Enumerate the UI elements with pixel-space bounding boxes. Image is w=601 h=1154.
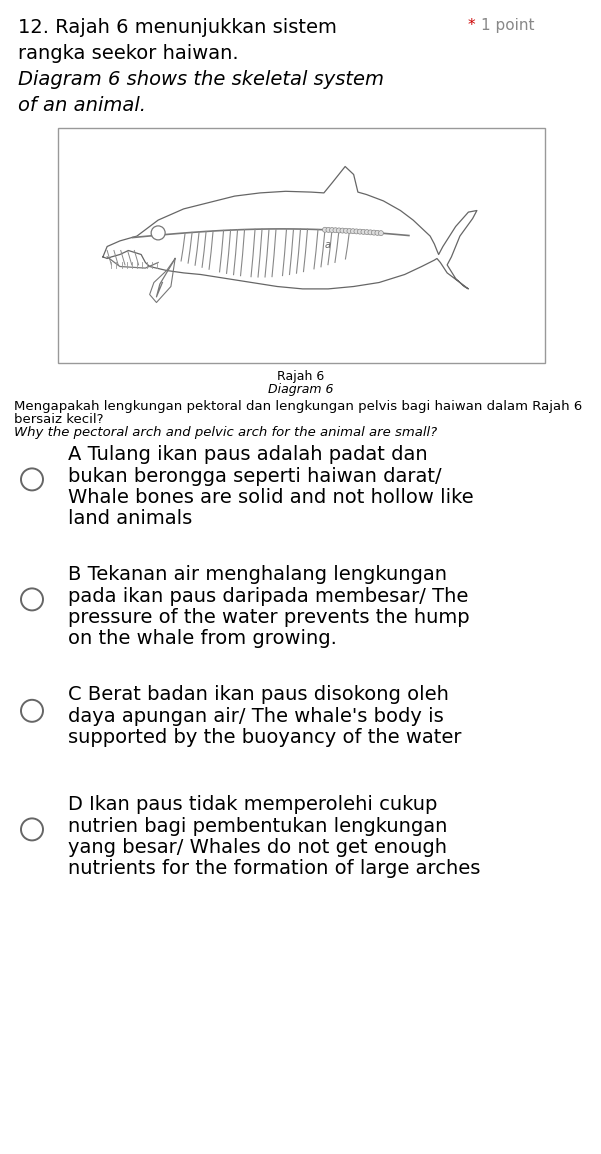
Circle shape — [21, 469, 43, 490]
Circle shape — [151, 226, 165, 240]
Circle shape — [368, 230, 373, 235]
Text: C Berat badan ikan paus disokong oleh: C Berat badan ikan paus disokong oleh — [68, 685, 449, 704]
Text: nutrients for the formation of large arches: nutrients for the formation of large arc… — [68, 860, 480, 878]
Text: Whale bones are solid and not hollow like: Whale bones are solid and not hollow lik… — [68, 488, 474, 507]
Text: nutrien bagi pembentukan lengkungan: nutrien bagi pembentukan lengkungan — [68, 817, 447, 835]
Circle shape — [371, 230, 376, 235]
Circle shape — [375, 231, 380, 235]
Circle shape — [337, 227, 341, 233]
Bar — [58, 128, 545, 364]
Circle shape — [329, 227, 335, 233]
Text: A Tulang ikan paus adalah padat dan: A Tulang ikan paus adalah padat dan — [68, 445, 428, 464]
Text: of an animal.: of an animal. — [18, 96, 146, 115]
Text: Diagram 6 shows the skeletal system: Diagram 6 shows the skeletal system — [18, 70, 384, 89]
Text: Why the pectoral arch and pelvic arch for the animal are small?: Why the pectoral arch and pelvic arch fo… — [14, 426, 437, 439]
Text: Diagram 6: Diagram 6 — [268, 383, 334, 396]
Circle shape — [358, 230, 362, 234]
Circle shape — [333, 227, 338, 233]
Text: bersaiz kecil?: bersaiz kecil? — [14, 413, 103, 426]
Circle shape — [354, 228, 359, 234]
Text: yang besar/ Whales do not get enough: yang besar/ Whales do not get enough — [68, 838, 447, 857]
Circle shape — [361, 230, 366, 234]
Text: land animals: land animals — [68, 510, 192, 529]
Text: daya apungan air/ The whale's body is: daya apungan air/ The whale's body is — [68, 706, 444, 726]
Circle shape — [21, 589, 43, 610]
Circle shape — [347, 228, 352, 233]
Text: *: * — [468, 18, 481, 33]
Circle shape — [340, 228, 345, 233]
Text: B Tekanan air menghalang lengkungan: B Tekanan air menghalang lengkungan — [68, 565, 447, 584]
Circle shape — [379, 231, 383, 235]
Text: a: a — [324, 240, 330, 250]
Text: Rajah 6: Rajah 6 — [278, 370, 325, 383]
Text: bukan berongga seperti haiwan darat/: bukan berongga seperti haiwan darat/ — [68, 466, 442, 486]
Text: on the whale from growing.: on the whale from growing. — [68, 629, 337, 649]
Text: supported by the buoyancy of the water: supported by the buoyancy of the water — [68, 728, 462, 747]
Circle shape — [326, 227, 331, 232]
Text: pada ikan paus daripada membesar/ The: pada ikan paus daripada membesar/ The — [68, 586, 468, 606]
Text: D Ikan paus tidak memperolehi cukup: D Ikan paus tidak memperolehi cukup — [68, 795, 438, 814]
Circle shape — [343, 228, 349, 233]
Text: 1 point: 1 point — [481, 18, 534, 33]
Circle shape — [364, 230, 370, 234]
Text: Mengapakah lengkungan pektoral dan lengkungan pelvis bagi haiwan dalam Rajah 6: Mengapakah lengkungan pektoral dan lengk… — [14, 400, 582, 413]
Circle shape — [350, 228, 355, 233]
Text: rangka seekor haiwan.: rangka seekor haiwan. — [18, 44, 239, 63]
Circle shape — [21, 818, 43, 840]
Text: pressure of the water prevents the hump: pressure of the water prevents the hump — [68, 608, 469, 627]
Circle shape — [21, 699, 43, 721]
Text: 12. Rajah 6 menunjukkan sistem: 12. Rajah 6 menunjukkan sistem — [18, 18, 337, 37]
Circle shape — [323, 227, 328, 232]
